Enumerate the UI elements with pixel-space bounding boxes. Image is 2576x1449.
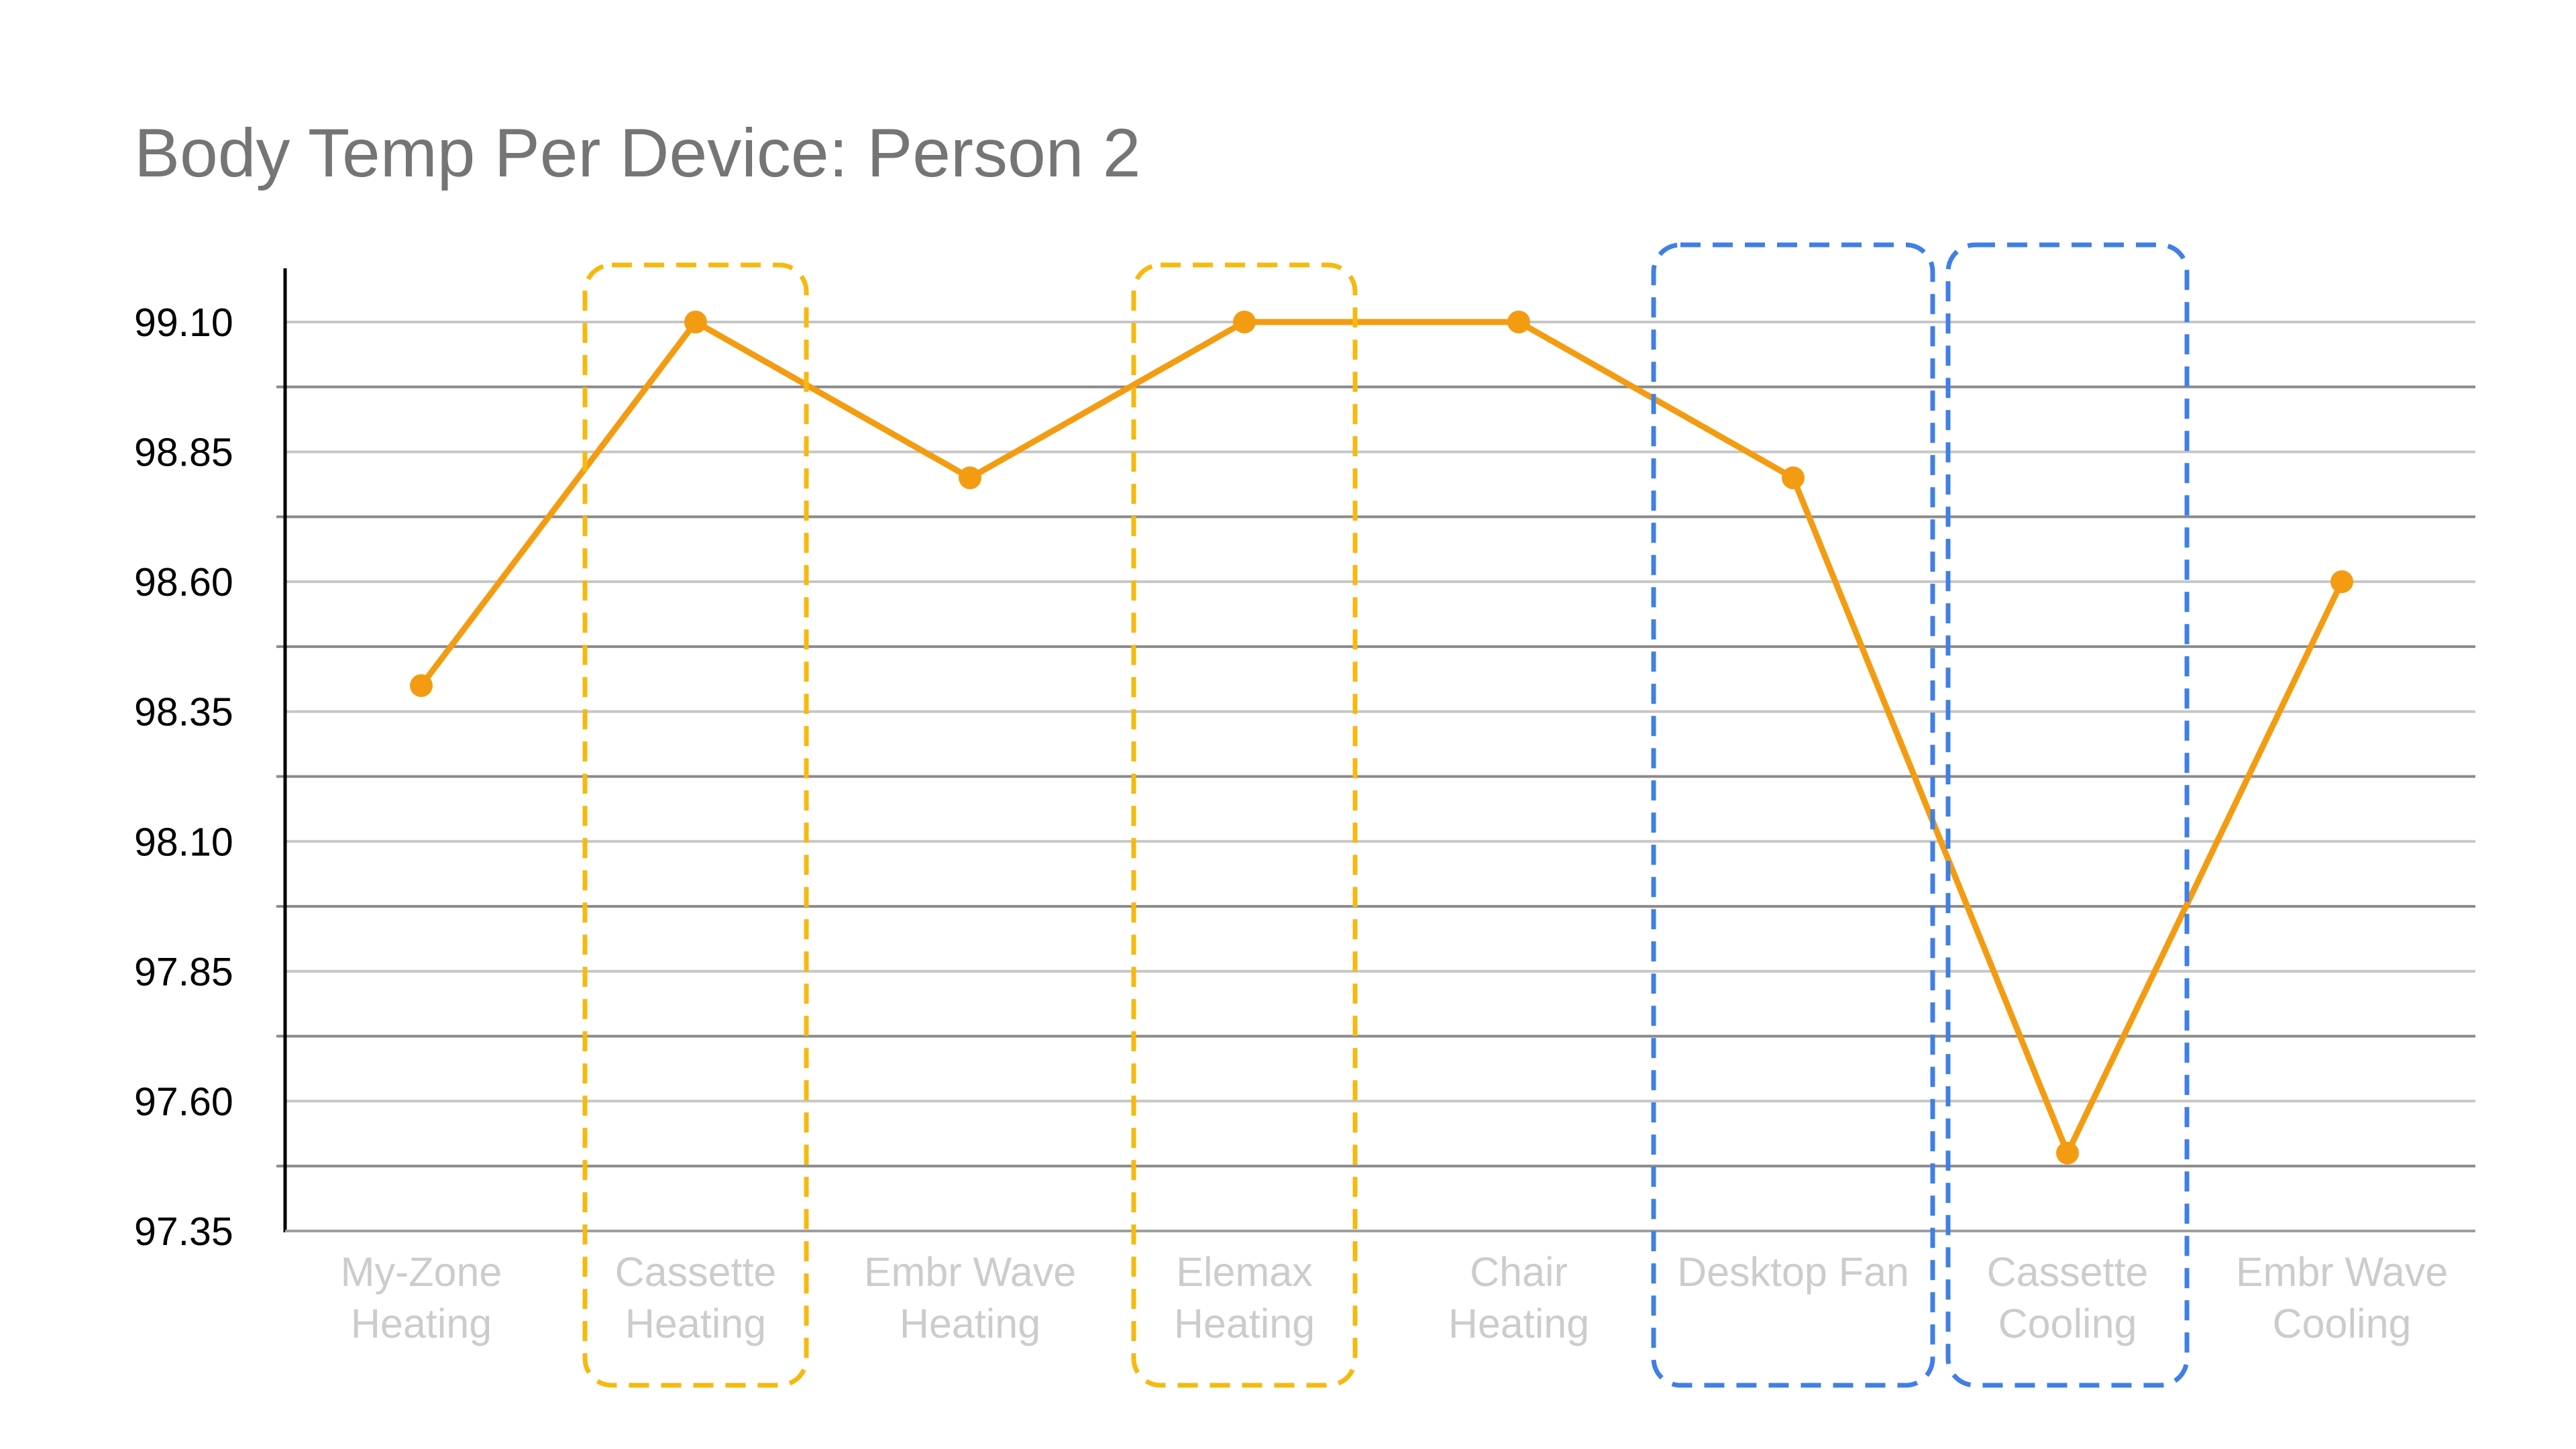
chart-title: Body Temp Per Device: Person 2: [134, 115, 1141, 191]
axes: [283, 268, 2475, 1232]
data-point: [1782, 466, 1805, 490]
x-tick-label: Elemax Heating: [1174, 1249, 1315, 1346]
y-tick-label: 97.60: [134, 1079, 233, 1124]
y-tick-label: 98.85: [134, 431, 233, 475]
x-tick-label: Chair Heating: [1448, 1249, 1589, 1346]
cooling-highlight-box: [1945, 242, 2190, 1388]
data-point: [1507, 311, 1530, 333]
x-tick-label: Cassette Cooling: [1987, 1249, 2149, 1346]
data-point: [2056, 1141, 2079, 1165]
y-tick-label: 98.60: [134, 560, 233, 604]
x-tick-label: Embr Wave Cooling: [2236, 1249, 2448, 1346]
x-tick-label: Cassette Heating: [615, 1249, 777, 1346]
data-point: [1233, 311, 1256, 333]
highlight-boxes: [582, 242, 2190, 1388]
y-tick-label: 97.35: [134, 1210, 233, 1254]
data-point: [684, 311, 707, 333]
y-tick-label: 99.10: [134, 301, 233, 345]
y-tick-label: 97.85: [134, 950, 233, 994]
grid-lines: [276, 321, 2475, 1168]
data-point: [410, 674, 433, 697]
y-tick-labels: 97.35 97.60 97.85 98.10 98.35 98.60 98.85 99.10: [134, 301, 233, 1254]
heating-highlight-box: [582, 262, 809, 1388]
heating-highlight-box: [1131, 262, 1358, 1388]
data-point: [2330, 570, 2353, 594]
series: [410, 311, 2353, 1165]
series-line: [418, 319, 2345, 1157]
cooling-highlight-box: [1651, 242, 1935, 1388]
data-point: [959, 466, 981, 490]
y-tick-label: 98.10: [134, 820, 233, 864]
x-tick-label: Desktop Fan: [1677, 1249, 1909, 1295]
x-tick-label: Embr Wave Heating: [864, 1249, 1076, 1346]
x-tick-labels: My-Zone Heating Cassette Heating Embr Wave He…: [341, 1249, 2449, 1346]
x-tick-label: My-Zone Heating: [341, 1249, 502, 1346]
y-tick-label: 98.35: [134, 690, 233, 735]
